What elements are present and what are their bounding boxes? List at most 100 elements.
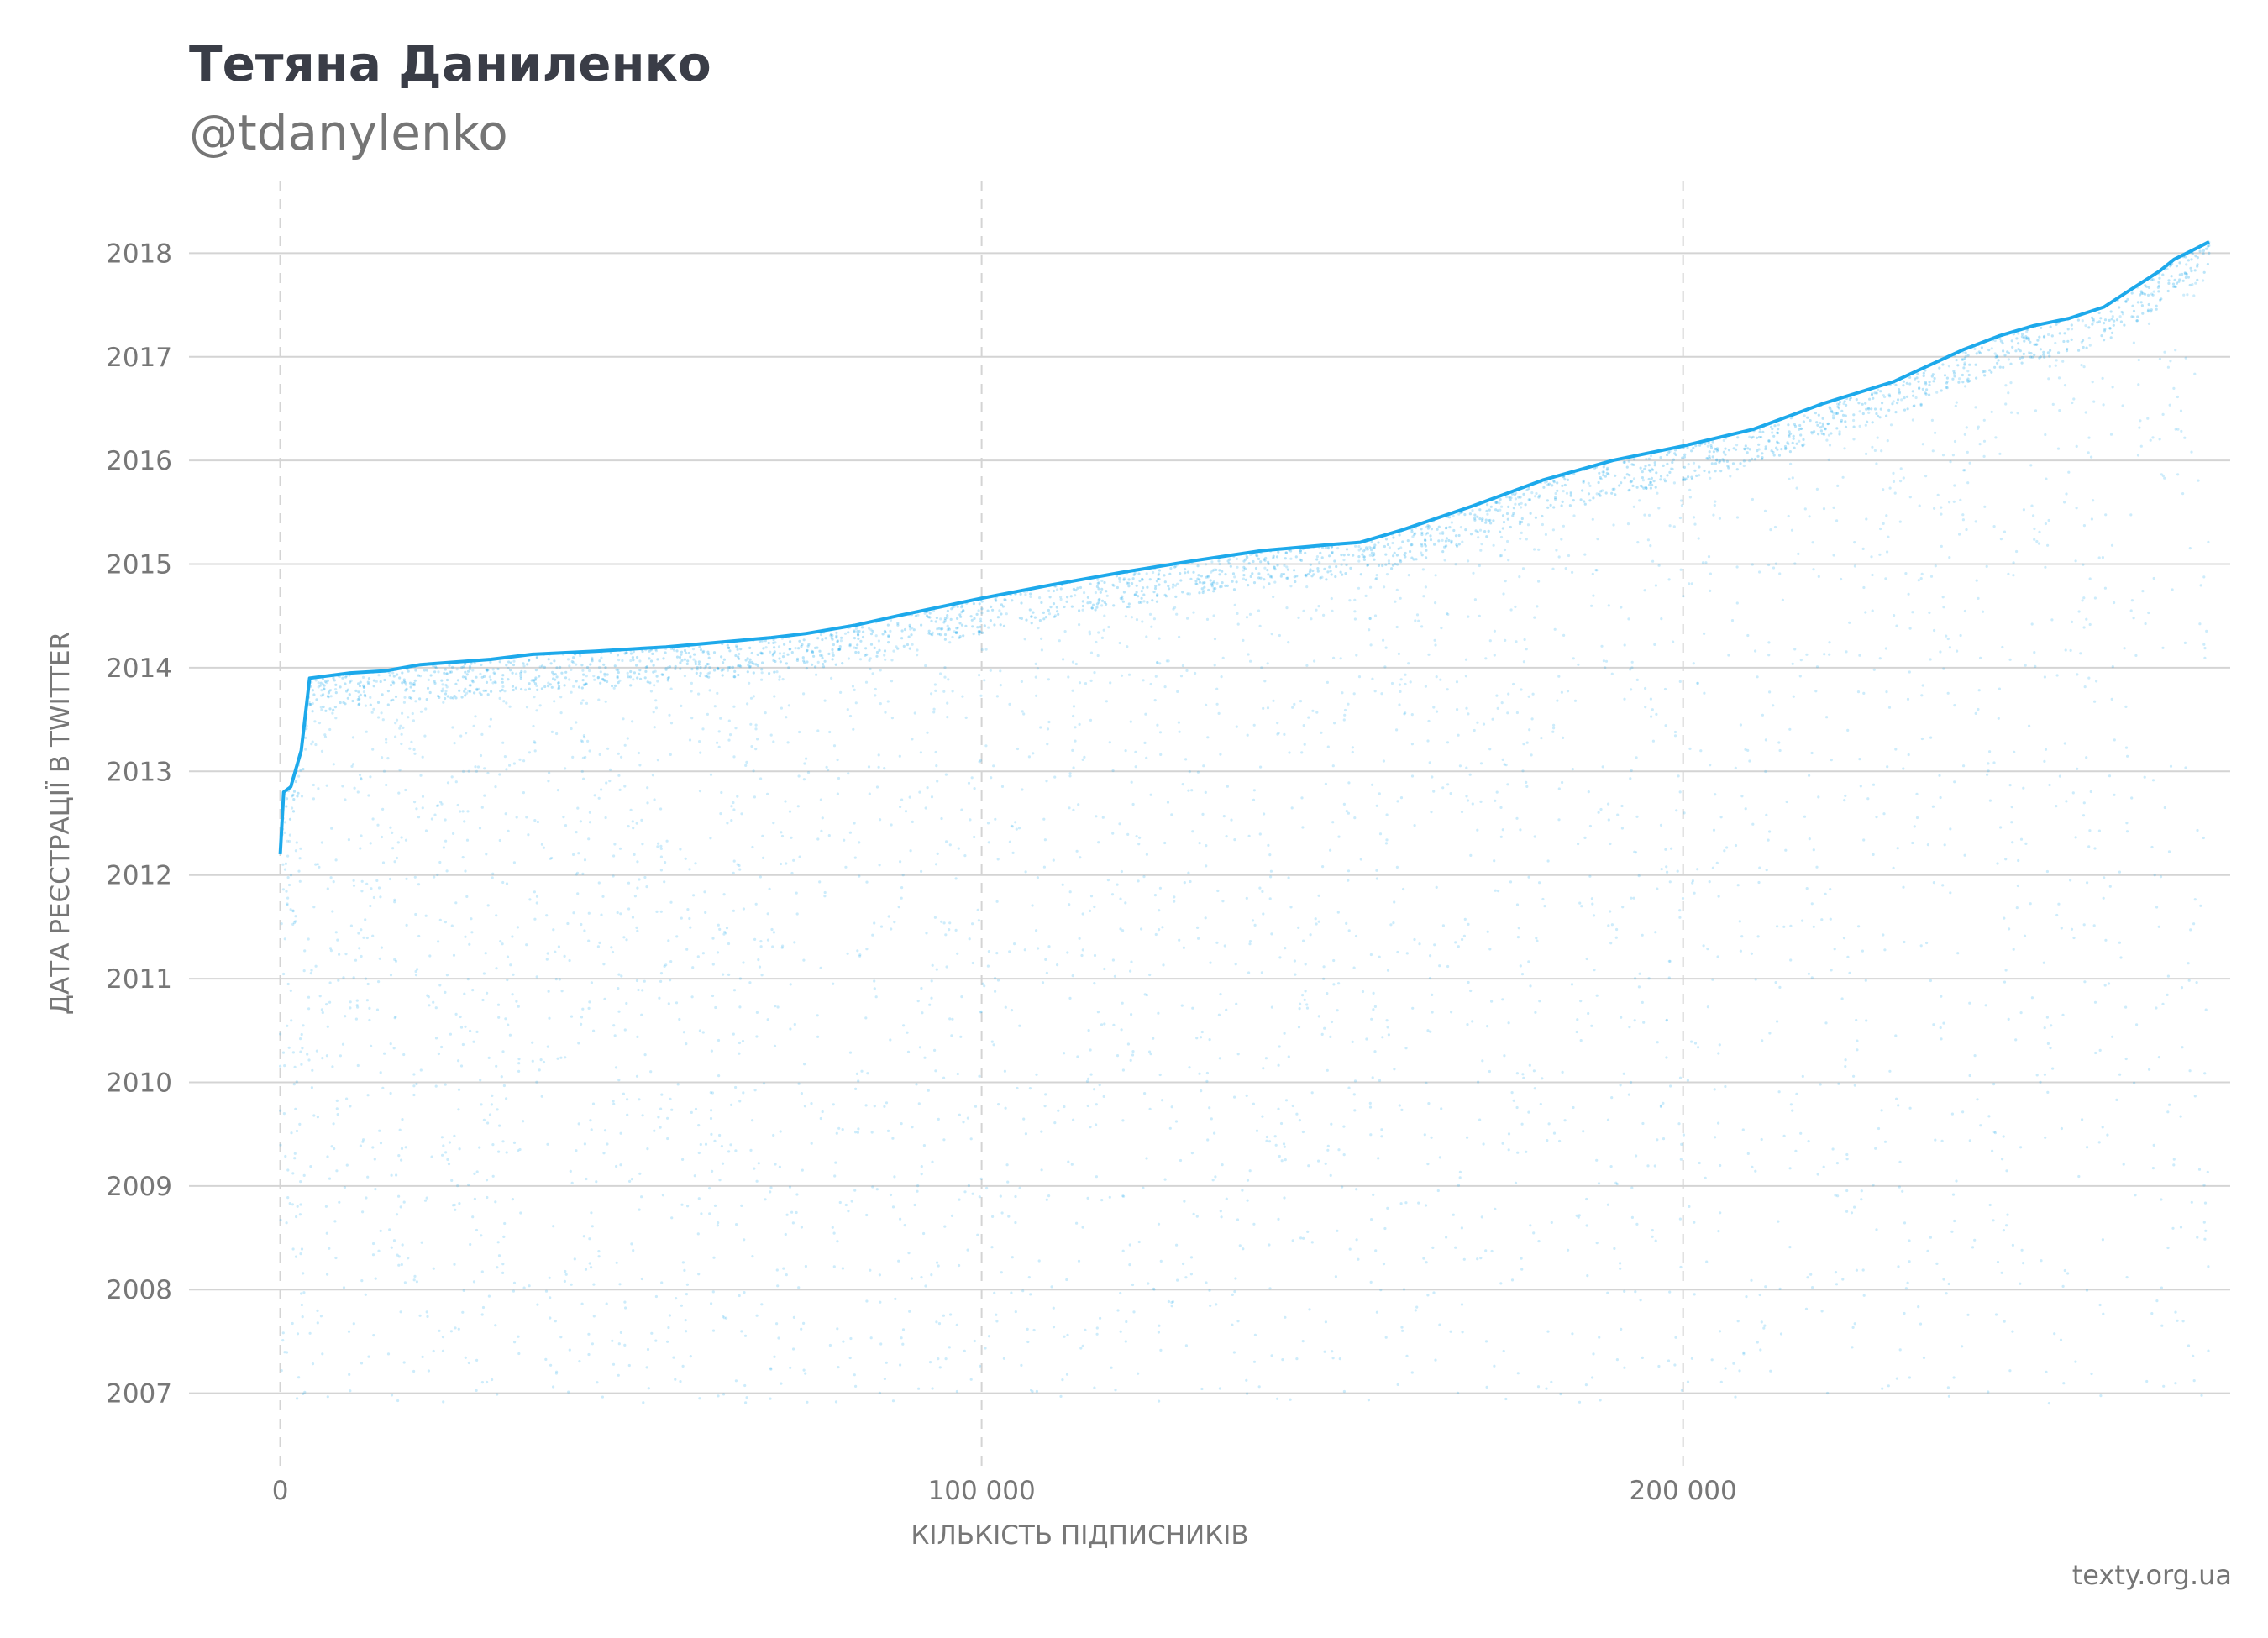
data-point — [1384, 1336, 1388, 1339]
data-point — [479, 1079, 482, 1082]
data-point — [1507, 692, 1510, 696]
data-point — [1347, 879, 1350, 882]
data-point — [1499, 835, 1503, 838]
data-point — [464, 935, 467, 938]
data-point — [865, 880, 869, 884]
data-point — [1745, 1295, 1748, 1299]
data-point — [722, 973, 725, 976]
data-point — [347, 1330, 351, 1333]
data-point — [1578, 1214, 1581, 1217]
data-point — [344, 702, 347, 706]
data-point — [1488, 639, 1492, 643]
data-point — [751, 845, 754, 849]
data-point — [717, 730, 721, 733]
data-point — [1072, 808, 1075, 811]
data-point — [1688, 488, 1692, 491]
data-point — [1089, 1126, 1092, 1129]
data-point — [298, 1213, 302, 1216]
data-point — [1682, 595, 1685, 598]
data-point — [365, 882, 369, 885]
data-point — [536, 1303, 539, 1306]
data-point — [1121, 1194, 1125, 1198]
data-point — [1460, 810, 1464, 814]
data-point — [1086, 1196, 1089, 1200]
data-point — [1940, 995, 1943, 998]
data-point — [1179, 1158, 1183, 1163]
data-point — [934, 863, 938, 866]
data-point — [352, 1322, 355, 1326]
data-point — [1873, 449, 1877, 453]
data-point — [1435, 675, 1438, 679]
data-point — [935, 968, 938, 971]
data-point — [356, 1063, 360, 1068]
data-point — [1407, 574, 1410, 577]
data-point — [1331, 821, 1335, 824]
data-point — [1157, 572, 1161, 575]
data-point — [909, 849, 912, 853]
data-point — [1992, 1131, 1996, 1134]
data-point — [2072, 936, 2076, 940]
data-point — [1644, 706, 1647, 709]
data-point — [311, 1362, 315, 1366]
data-point — [1181, 783, 1184, 786]
data-point — [1921, 387, 1924, 391]
data-point — [1635, 1154, 1638, 1158]
data-point — [1392, 554, 1395, 558]
data-point — [1833, 948, 1836, 951]
data-point — [2161, 1002, 2165, 1005]
data-point — [317, 685, 320, 689]
data-point — [1498, 501, 1501, 505]
data-point — [1477, 1080, 1480, 1084]
data-point — [1650, 467, 1653, 470]
data-point — [441, 683, 444, 686]
data-point — [773, 646, 776, 649]
data-point — [547, 990, 550, 993]
data-point — [1441, 531, 1445, 534]
data-point — [853, 1189, 857, 1192]
data-point — [1527, 695, 1530, 698]
data-point — [669, 687, 673, 690]
data-point — [1122, 1194, 1126, 1198]
data-point — [1353, 1109, 1357, 1112]
data-point — [286, 1168, 290, 1172]
data-point — [2197, 1168, 2202, 1171]
data-point — [1711, 440, 1714, 444]
data-point — [1681, 896, 1685, 900]
data-point — [317, 681, 320, 685]
data-point — [587, 837, 591, 841]
data-point — [1912, 394, 1915, 397]
data-point — [1420, 551, 1423, 554]
data-point — [366, 680, 370, 684]
data-point — [2077, 610, 2081, 613]
data-point — [360, 928, 363, 932]
data-point — [869, 667, 872, 671]
data-point — [1499, 806, 1503, 810]
data-point — [2098, 1048, 2102, 1052]
data-point — [696, 665, 699, 669]
data-point — [2158, 438, 2161, 441]
data-point — [1587, 492, 1591, 496]
data-point — [1184, 568, 1187, 571]
data-point — [1666, 870, 1669, 874]
data-point — [327, 691, 330, 695]
data-point — [1413, 937, 1416, 942]
data-point — [734, 727, 738, 730]
data-point — [1627, 459, 1630, 463]
data-point — [557, 945, 561, 948]
data-point — [1703, 691, 1706, 695]
data-point — [559, 665, 562, 669]
data-point — [1170, 1105, 1173, 1109]
data-point — [2174, 349, 2177, 352]
data-point — [727, 719, 731, 722]
data-point — [475, 1358, 479, 1362]
data-point — [2055, 913, 2059, 917]
data-point — [1525, 1150, 1528, 1153]
data-point — [285, 1351, 289, 1354]
data-point — [1285, 565, 1289, 569]
data-point — [1315, 555, 1319, 559]
data-point — [2204, 1008, 2208, 1011]
data-point — [2151, 436, 2155, 439]
data-point — [1361, 553, 1364, 556]
data-point — [1533, 548, 1536, 551]
data-point — [430, 817, 434, 821]
